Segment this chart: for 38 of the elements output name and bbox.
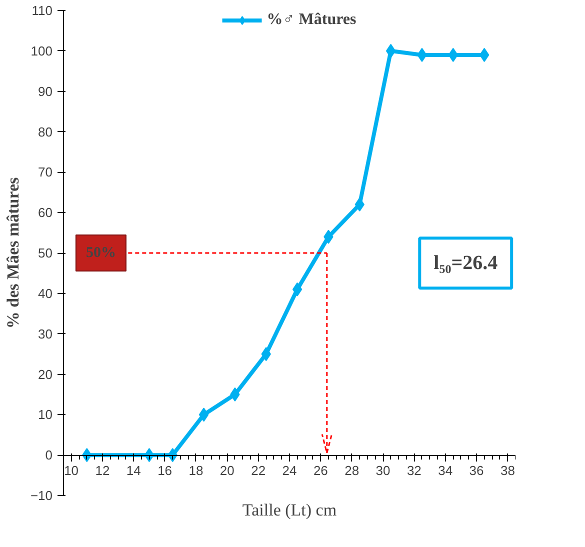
x-tick-label: 16 <box>158 463 172 478</box>
x-tick-label: 10 <box>64 463 79 478</box>
x-tick-label: 18 <box>188 463 204 478</box>
x-axis-title: Taille (Lt) cm <box>242 500 337 520</box>
y-tick-label: 90 <box>38 84 53 99</box>
point <box>386 44 396 58</box>
x-tick-label: 12 <box>95 463 110 478</box>
y-tick-label: 60 <box>38 205 53 220</box>
x-tick-label: 14 <box>126 463 141 478</box>
annotation: l₅₀=26.4 <box>434 252 498 274</box>
y-tick-label: 40 <box>38 286 53 301</box>
y-tick-label: 70 <box>38 164 53 180</box>
x-tick-label: 24 <box>282 463 297 478</box>
y-tick-label: 80 <box>38 124 53 140</box>
y-tick-label: 10 <box>38 407 53 422</box>
x-tick-label: 26 <box>313 463 328 478</box>
y-tick-label: 30 <box>38 326 53 342</box>
ref-line-label: 50% <box>86 245 116 261</box>
y-tick-label: 0 <box>45 448 53 463</box>
x-tick-label: 36 <box>469 463 484 478</box>
x-tick-label: 38 <box>500 463 515 478</box>
y-tick-label: 50 <box>38 246 53 260</box>
y-axis-title: % des Mâes mâtures <box>3 176 22 329</box>
x-tick-label: 20 <box>220 463 234 478</box>
point <box>479 48 490 62</box>
legend-label: %♂ Mâtures <box>266 11 356 29</box>
x-tick-label: 22 <box>251 463 266 478</box>
point <box>292 282 302 296</box>
y-tick-label: 110 <box>32 3 53 18</box>
point <box>198 408 209 422</box>
x-tick-label: 32 <box>406 463 422 478</box>
y-tick-label: 100 <box>30 43 53 58</box>
x-tick-label: 30 <box>376 463 390 478</box>
y-tick-label: 20 <box>38 366 53 382</box>
x-tick-label: 34 <box>438 463 453 478</box>
point <box>354 198 364 212</box>
y-tick-label: −10 <box>30 488 53 503</box>
x-tick-label: 28 <box>344 463 360 478</box>
